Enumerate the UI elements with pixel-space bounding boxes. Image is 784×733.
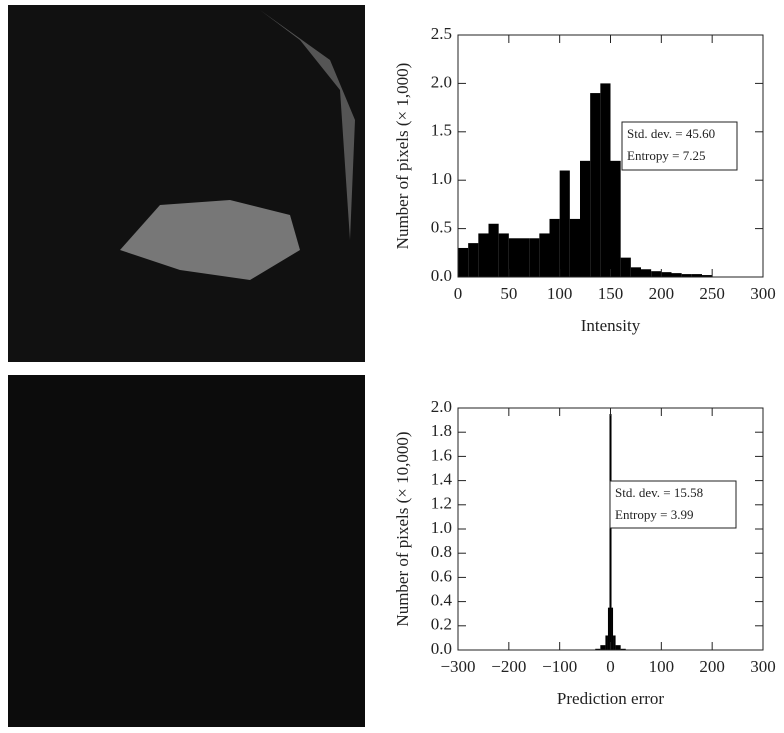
histogram-bar — [611, 607, 614, 650]
annotation: Std. dev. = 15.58 — [615, 485, 703, 500]
x-tick-label: 200 — [649, 284, 675, 303]
histogram-bar — [539, 233, 550, 277]
histogram-bar — [595, 648, 601, 650]
x-axis-label: Prediction error — [557, 689, 664, 708]
histogram-bar — [615, 645, 621, 650]
histogram-bar — [580, 160, 591, 277]
x-tick-label: 100 — [649, 657, 675, 676]
histogram-bar — [605, 635, 608, 650]
histogram-bar — [508, 238, 519, 277]
x-tick-label: 50 — [500, 284, 517, 303]
y-tick-label: 1.0 — [431, 518, 452, 537]
y-axis-label: Number of pixels (× 10,000) — [393, 431, 412, 626]
y-tick-label: 2.0 — [431, 397, 452, 416]
histogram-bar — [549, 218, 560, 277]
y-tick-label: 2.5 — [431, 24, 452, 43]
y-tick-label: 2.0 — [431, 72, 452, 91]
y-tick-label: 1.5 — [431, 121, 452, 140]
histogram-bar — [498, 233, 509, 277]
annotation-box — [621, 121, 738, 171]
image-detail — [260, 10, 355, 240]
histogram-bar — [607, 607, 610, 650]
histogram-bar — [671, 273, 682, 277]
histogram-bar — [620, 648, 626, 650]
y-tick-label: 1.0 — [431, 169, 452, 188]
x-tick-label: 150 — [598, 284, 624, 303]
histogram-bar — [590, 93, 601, 277]
histogram-bar — [609, 414, 611, 650]
x-tick-label: −300 — [440, 657, 475, 676]
x-axis-label: Intensity — [581, 316, 641, 335]
y-tick-label: 0.8 — [431, 542, 452, 561]
x-tick-label: 250 — [699, 284, 725, 303]
histogram-bar — [610, 414, 612, 650]
y-tick-label: 0.6 — [431, 566, 452, 585]
y-tick-label: 0.4 — [431, 591, 453, 610]
histogram-bar — [641, 269, 652, 277]
y-tick-label: 0.2 — [431, 615, 452, 634]
x-tick-label: −200 — [491, 657, 526, 676]
original-image — [8, 5, 365, 362]
x-tick-label: 300 — [750, 657, 776, 676]
histogram-bar — [600, 83, 611, 278]
prediction-error-image — [8, 375, 365, 727]
y-tick-label: 1.4 — [431, 470, 453, 489]
histogram-bar — [613, 635, 616, 650]
y-axis-label: Number of pixels (× 1,000) — [393, 63, 412, 250]
y-tick-label: 1.2 — [431, 494, 452, 513]
histogram-bar — [488, 223, 499, 277]
histogram-bar — [600, 645, 606, 650]
x-tick-label: 0 — [454, 284, 463, 303]
histogram-bar — [651, 271, 662, 277]
histogram-bar — [478, 233, 489, 277]
x-tick-label: 100 — [547, 284, 573, 303]
image-detail — [120, 200, 300, 280]
y-tick-label: 0.0 — [431, 266, 452, 285]
histogram-bar — [661, 272, 672, 277]
x-tick-label: 300 — [750, 284, 776, 303]
histogram-bar — [468, 243, 479, 277]
x-tick-label: 0 — [606, 657, 615, 676]
histogram-bar — [610, 160, 621, 277]
histogram-bar — [681, 274, 692, 277]
y-tick-label: 0.5 — [431, 218, 452, 237]
y-tick-label: 0.0 — [431, 639, 452, 658]
annotation: Entropy = 7.25 — [627, 148, 705, 163]
histogram-bar — [529, 238, 540, 277]
annotation: Entropy = 3.99 — [615, 507, 693, 522]
histogram-bar — [458, 247, 469, 277]
x-tick-label: 200 — [699, 657, 725, 676]
y-tick-label: 1.8 — [431, 421, 452, 440]
y-tick-label: 1.6 — [431, 445, 452, 464]
histogram-bar — [691, 274, 702, 277]
histogram-bar — [519, 238, 530, 277]
histogram-bar — [569, 218, 580, 277]
annotation: Std. dev. = 45.60 — [627, 126, 715, 141]
histogram-bar — [620, 257, 631, 277]
histogram-bar — [630, 267, 641, 277]
histogram-bar — [559, 170, 570, 277]
annotation-box — [609, 480, 737, 529]
histogram-bar — [702, 275, 713, 277]
x-tick-label: −100 — [542, 657, 577, 676]
